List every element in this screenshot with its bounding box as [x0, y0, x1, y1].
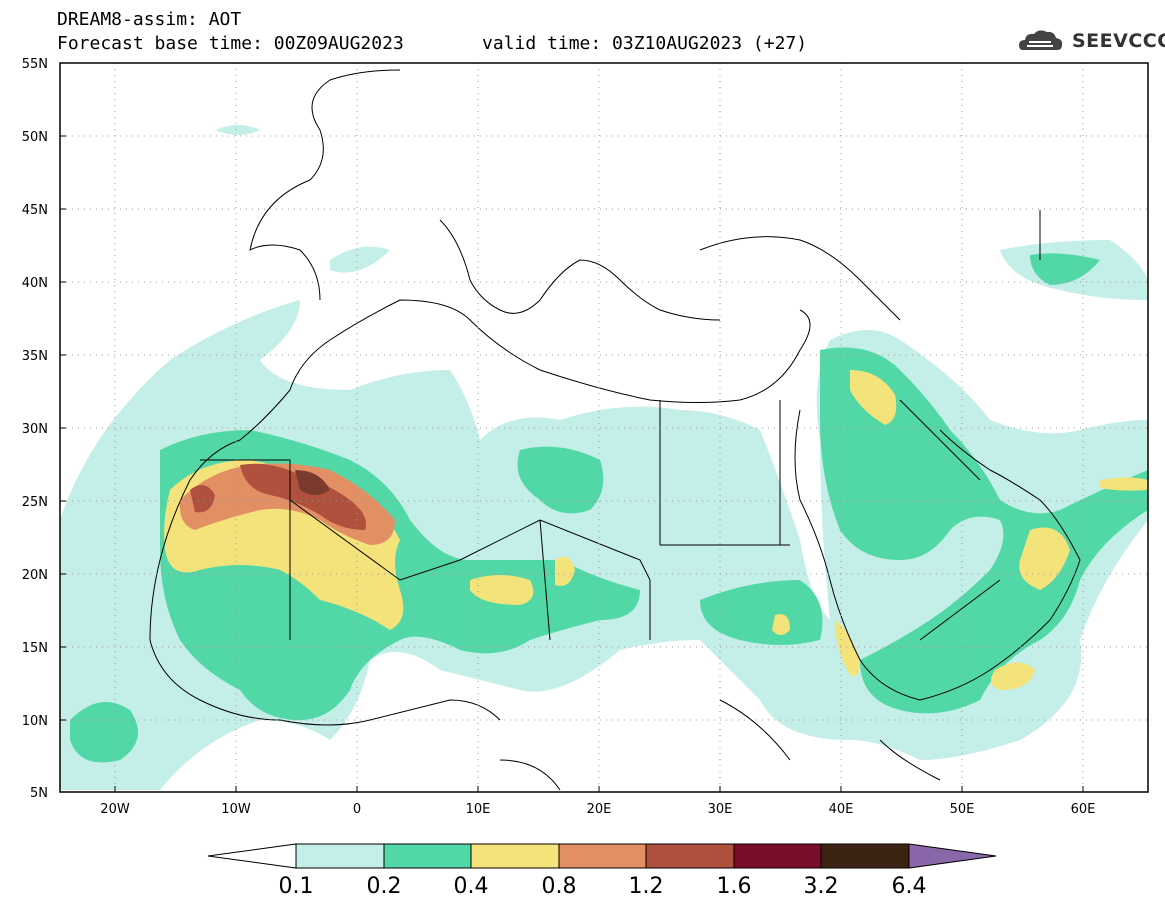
lat-label: 35N: [22, 349, 48, 364]
map-title: DREAM8-assim: AOT: [57, 9, 242, 30]
lat-label: 30N: [22, 422, 48, 437]
colorbar-left-arrow: [207, 843, 297, 869]
lat-label: 45N: [22, 203, 48, 218]
lat-label: 40N: [22, 276, 48, 291]
lat-label: 20N: [22, 568, 48, 583]
lat-label: 25N: [22, 495, 48, 510]
colorbar-label: 0.2: [367, 874, 402, 899]
colorbar-label: 3.2: [804, 874, 839, 899]
valid-time: valid time: 03Z10AUG2023 (+27): [482, 33, 808, 54]
forecast-base-time: Forecast base time: 00Z09AUG2023: [57, 33, 404, 54]
lon-label: 20E: [587, 802, 612, 817]
lon-label: 40E: [829, 802, 854, 817]
colorbar-right-arrow: [908, 843, 997, 869]
aot-level-1-6: [295, 470, 330, 495]
colorbar-legend: 0.1 0.2 0.4 0.8 1.2 1.6 3.2 6.4: [207, 843, 997, 899]
latitude-labels: 55N 50N 45N 40N 35N 30N 25N 20N 15N 10N …: [22, 57, 48, 801]
logo-text: SEEVCCC: [1072, 30, 1165, 52]
colorbar-label: 0.1: [279, 874, 314, 899]
colorbar-swatch: [558, 843, 647, 869]
colorbar-swatch: [733, 843, 822, 869]
lat-label: 10N: [22, 714, 48, 729]
colorbar-swatch: [645, 843, 735, 869]
lat-label: 5N: [30, 786, 48, 801]
colorbar-label: 1.6: [717, 874, 752, 899]
lon-label: 10W: [221, 802, 251, 817]
lon-label: 50E: [950, 802, 975, 817]
colorbar-swatch: [295, 843, 385, 869]
lat-label: 55N: [22, 57, 48, 72]
lon-label: 10E: [466, 802, 491, 817]
lon-label: 0: [353, 802, 361, 817]
lon-label: 20W: [100, 802, 130, 817]
lat-label: 50N: [22, 130, 48, 145]
colorbar-label: 0.4: [454, 874, 489, 899]
lon-label: 60E: [1071, 802, 1096, 817]
seevccc-cloud-logo-icon: [1019, 30, 1063, 50]
colorbar-label: 0.8: [542, 874, 577, 899]
colorbar-swatch: [470, 843, 560, 869]
colorbar-swatch: [820, 843, 910, 869]
lon-label: 30E: [708, 802, 733, 817]
colorbar-swatch: [383, 843, 472, 869]
lat-label: 15N: [22, 641, 48, 656]
axis-ticks: [60, 62, 1084, 793]
aot-shaded-field: [60, 125, 1148, 790]
colorbar-label: 6.4: [892, 874, 927, 899]
aot-level-1-2: [190, 463, 366, 530]
coastline-and-borders: [149, 69, 1081, 791]
colorbar-label: 1.2: [629, 874, 664, 899]
lat-lon-gridlines: [60, 63, 1148, 792]
longitude-labels: 20W 10W 0 10E 20E 30E 40E 50E 60E: [100, 802, 1095, 817]
